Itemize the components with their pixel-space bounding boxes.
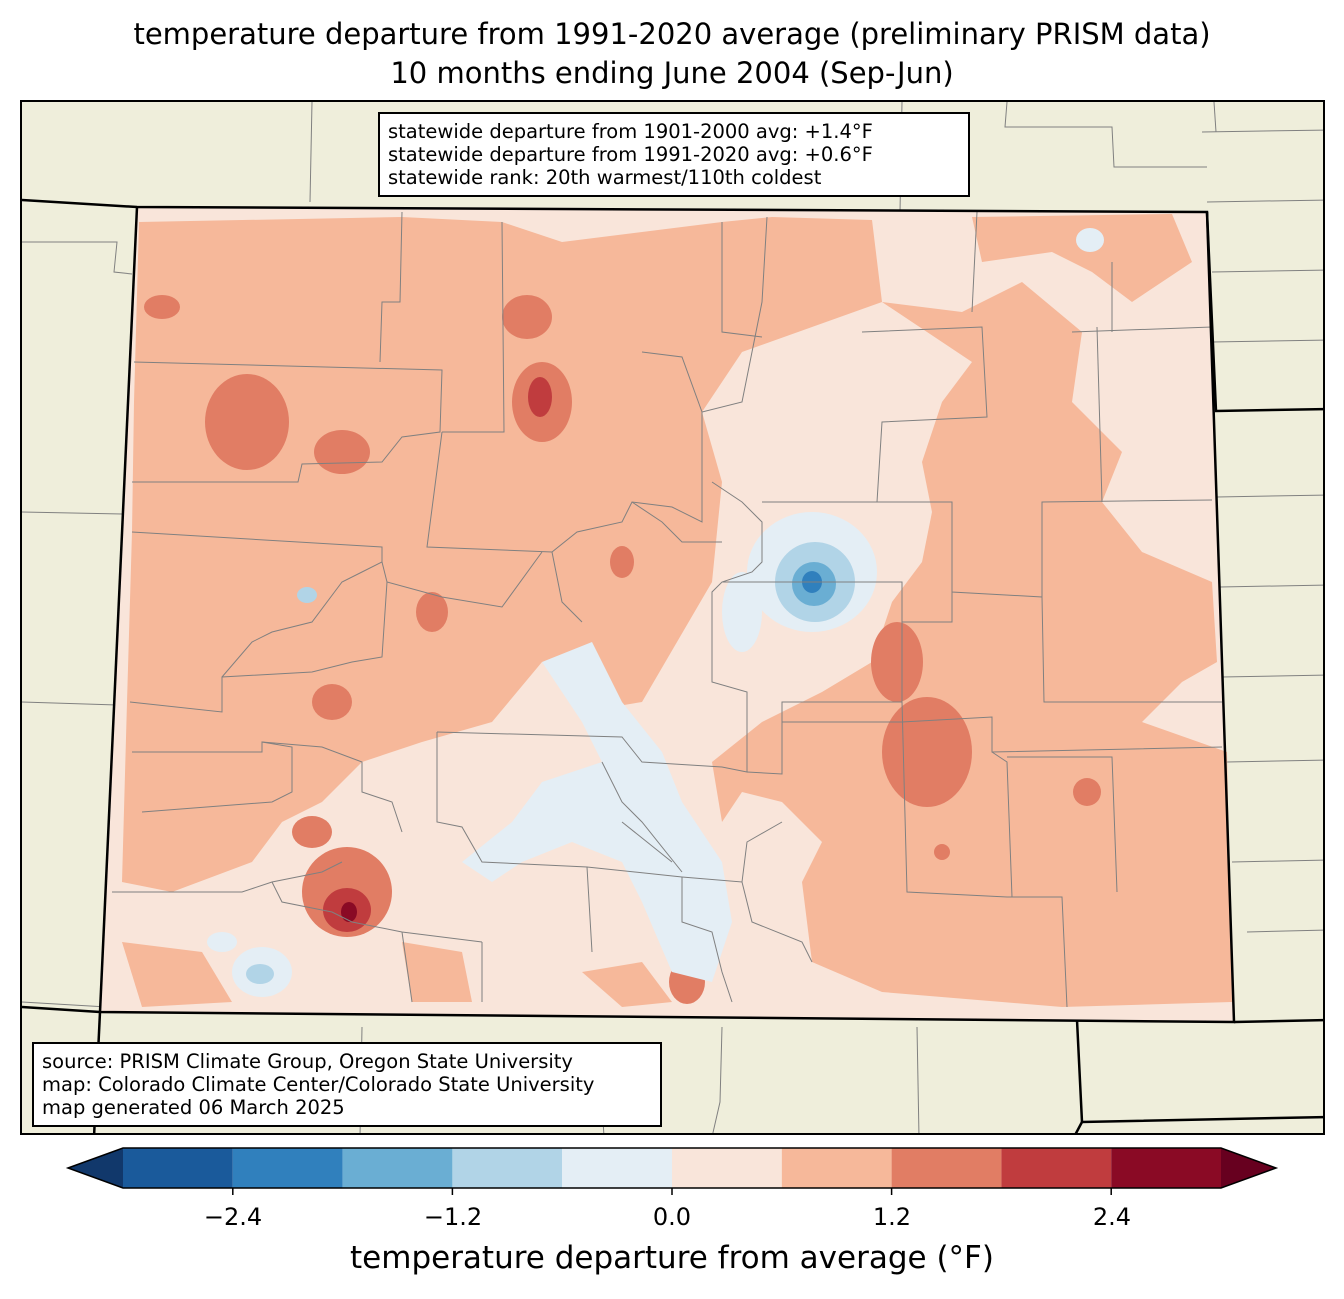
map-subtitle: 10 months ending June 2004 (Sep-Jun) xyxy=(390,56,954,90)
statewide-stats-box: statewide departure from 1901-2000 avg: … xyxy=(378,112,970,197)
colorbar-tick-label: 2.4 xyxy=(1092,1203,1132,1231)
hottest-regions xyxy=(341,902,357,922)
colorbar xyxy=(65,1147,1279,1195)
colorbar-label: temperature departure from average (°F) xyxy=(350,1240,994,1276)
colorado-temperature-map xyxy=(22,102,1323,1133)
colorbar-bin xyxy=(672,1148,782,1188)
colorbar-bin xyxy=(342,1148,453,1188)
colorbar-bin xyxy=(123,1148,233,1188)
colorbar-tick-label: 1.2 xyxy=(872,1203,912,1231)
colorbar-bin xyxy=(452,1148,563,1188)
source-box: source: PRISM Climate Group, Oregon Stat… xyxy=(32,1042,662,1127)
colorbar-extend-low xyxy=(68,1148,123,1188)
generated-date-line: map generated 06 March 2025 xyxy=(42,1096,345,1119)
stats-departure-1901-2000: statewide departure from 1901-2000 avg: … xyxy=(388,120,873,143)
map-panel: statewide departure from 1901-2000 avg: … xyxy=(20,100,1325,1135)
colorbar-bin xyxy=(1001,1148,1112,1188)
map-title: temperature departure from 1991-2020 ave… xyxy=(133,17,1211,51)
source-line: source: PRISM Climate Group, Oregon Stat… xyxy=(42,1050,573,1073)
colorbar-bin xyxy=(562,1148,672,1188)
colorbar-tick-label: −2.4 xyxy=(203,1203,263,1231)
county-lines xyxy=(112,211,1223,1008)
colorbar-outline xyxy=(65,1147,1279,1189)
colorbar-tick-label: 0.0 xyxy=(652,1203,692,1231)
colorbar-extend-high xyxy=(1221,1148,1276,1188)
stats-rank: statewide rank: 20th warmest/110th colde… xyxy=(388,166,822,189)
colorbar-bin xyxy=(1111,1148,1221,1188)
map-credit-line: map: Colorado Climate Center/Colorado St… xyxy=(42,1073,595,1096)
colorbar-bin xyxy=(781,1148,892,1188)
colorbar-bin xyxy=(232,1148,343,1188)
stats-departure-1991-2020: statewide departure from 1991-2020 avg: … xyxy=(388,143,873,166)
colorbar-tick-label: −1.2 xyxy=(423,1203,483,1231)
colorbar-bin xyxy=(891,1148,1002,1188)
